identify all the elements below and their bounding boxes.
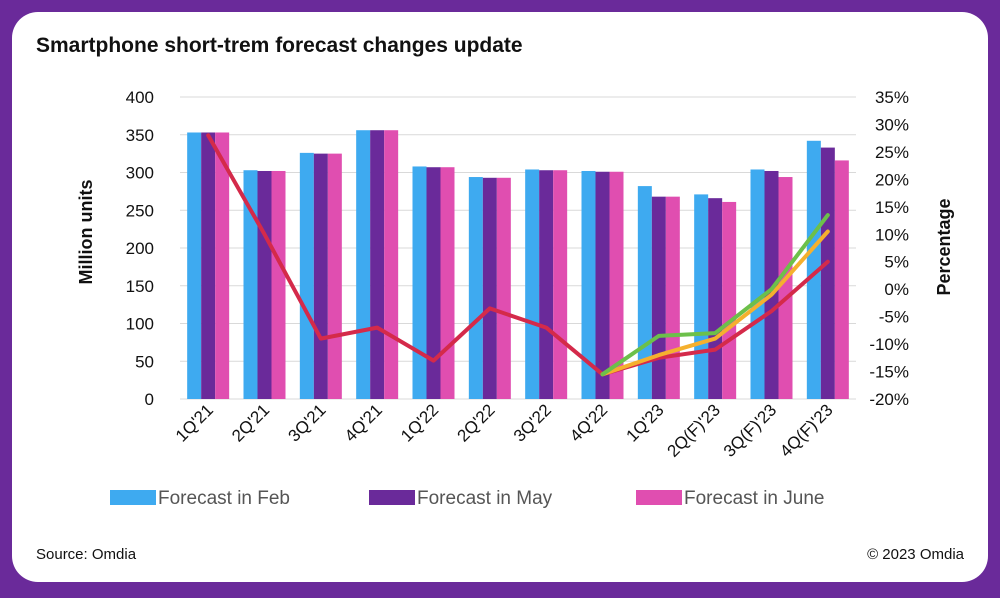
y-tick-label: 200 — [126, 239, 154, 258]
bar — [440, 167, 455, 399]
bar — [271, 170, 286, 399]
x-tick-label: 2Q'22 — [454, 400, 499, 445]
bar — [539, 170, 554, 399]
bar — [595, 171, 610, 399]
bar — [820, 147, 835, 399]
y2-tick-label: -5% — [879, 308, 909, 327]
bar — [327, 153, 342, 399]
bar — [637, 186, 652, 399]
y2-tick-label: 15% — [875, 198, 909, 217]
bar — [243, 170, 258, 399]
y2-tick-label: -20% — [869, 390, 909, 409]
y2-tick-label: -10% — [869, 335, 909, 354]
x-tick-label: 4Q'21 — [341, 400, 386, 445]
bar — [834, 160, 849, 399]
y2-tick-label: 5% — [884, 253, 909, 272]
bar — [201, 132, 216, 400]
bar — [778, 177, 793, 399]
y-tick-label: 150 — [126, 277, 154, 296]
bar — [482, 177, 497, 399]
y2-tick-label: 35% — [875, 88, 909, 107]
trend-line — [600, 213, 830, 377]
legend-label: Forecast in May — [417, 488, 553, 509]
y2-tick-label: -15% — [869, 363, 909, 382]
source-note: Source: Omdia — [36, 546, 137, 563]
legend-label: Forecast in June — [684, 488, 824, 509]
x-tick-label: 1Q'22 — [397, 400, 442, 445]
x-tick-label: 2Q(F)'23 — [664, 400, 724, 460]
y2-axis-title: Percentage — [934, 198, 954, 295]
legend-swatch — [369, 490, 415, 505]
bar — [651, 196, 666, 399]
legend-swatch — [110, 490, 156, 505]
bar — [468, 177, 483, 399]
x-tick-label: 1Q'23 — [623, 400, 668, 445]
bar — [299, 152, 314, 399]
bar — [708, 198, 723, 399]
bar — [722, 201, 737, 399]
bar — [356, 130, 371, 399]
x-tick-label: 3Q(F)'23 — [720, 400, 780, 460]
bar — [257, 170, 272, 399]
y-tick-label: 50 — [135, 352, 154, 371]
bar — [694, 194, 709, 399]
y-axis-title: Million units — [76, 180, 96, 285]
y-tick-label: 350 — [126, 126, 154, 145]
bar — [187, 132, 202, 400]
bar — [581, 170, 596, 399]
y-tick-label: 300 — [126, 164, 154, 183]
bar — [750, 169, 765, 399]
bar — [665, 196, 680, 399]
x-tick-label: 1Q'21 — [172, 400, 217, 445]
trend-line — [600, 229, 830, 377]
bar — [496, 177, 511, 399]
bar — [426, 167, 441, 399]
y-tick-label: 400 — [126, 88, 154, 107]
y2-tick-label: 30% — [875, 115, 909, 134]
y2-tick-label: 0% — [884, 280, 909, 299]
bar — [525, 169, 540, 399]
bar — [764, 170, 779, 399]
legend-label: Forecast in Feb — [158, 488, 290, 509]
y2-tick-label: 20% — [875, 170, 909, 189]
trend-line — [206, 133, 830, 377]
bar — [553, 170, 568, 399]
bar — [384, 130, 399, 399]
bar — [370, 130, 385, 399]
chart-card: Smartphone short-trem forecast changes u… — [12, 12, 988, 582]
y-tick-label: 100 — [126, 315, 154, 334]
bar — [609, 171, 624, 399]
y2-tick-label: 25% — [875, 143, 909, 162]
bar — [215, 132, 230, 400]
y-tick-label: 0 — [145, 390, 154, 409]
y-tick-label: 250 — [126, 201, 154, 220]
x-tick-label: 4Q(F)'23 — [776, 400, 836, 460]
chart-title: Smartphone short-trem forecast changes u… — [36, 34, 523, 57]
bar — [412, 166, 427, 399]
chart-svg: 0 50 100 150 200 250 300 350 400 -20% -15% -10% -5% 0… — [76, 88, 954, 509]
x-tick-label: 4Q'22 — [566, 400, 611, 445]
legend-swatch — [636, 490, 682, 505]
x-tick-label: 2Q'21 — [228, 400, 273, 445]
bar — [806, 140, 821, 400]
x-tick-label: 3Q'22 — [510, 400, 555, 445]
copyright-note: © 2023 Omdia — [867, 546, 964, 563]
y2-tick-label: 10% — [875, 225, 909, 244]
x-tick-label: 3Q'21 — [285, 400, 330, 445]
bar — [313, 153, 328, 399]
